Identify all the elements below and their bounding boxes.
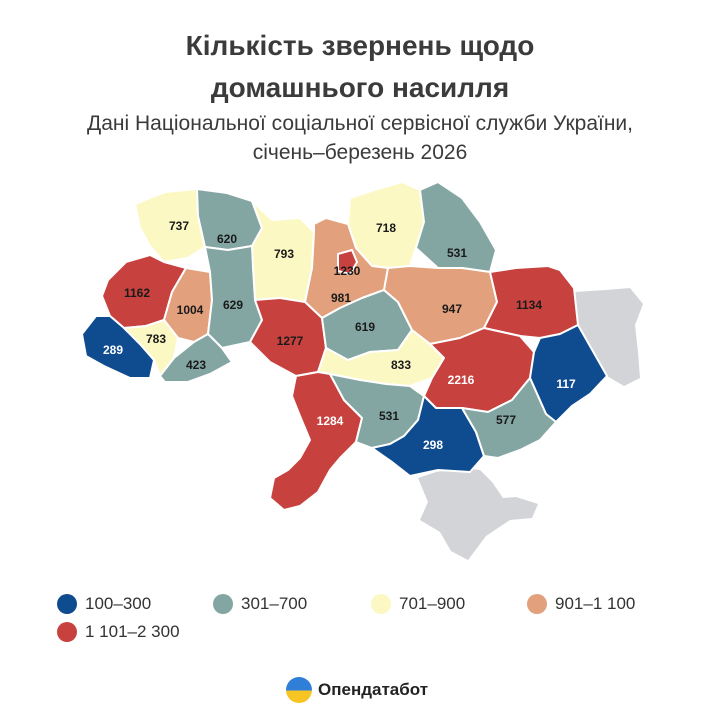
value-label-chernivtsi: 423 — [186, 358, 206, 372]
value-label-volyn: 737 — [169, 219, 189, 233]
value-label-ternopil: 1004 — [177, 303, 204, 317]
legend-swatch — [57, 594, 77, 614]
subtitle-line2: січень–березень 2026 — [252, 141, 468, 164]
subtitle-line1: Дані Національної соціальної сервісної с… — [87, 112, 633, 135]
legend-swatch — [371, 594, 391, 614]
value-label-khmelnytskyi: 629 — [223, 298, 243, 312]
region-chernivtsi — [159, 333, 233, 383]
chart-title-line2: домашнього насилля — [210, 72, 510, 103]
legend-item-2: 301–700 — [213, 592, 307, 616]
legend-label: 301–700 — [241, 594, 308, 613]
region-donetsk — [529, 324, 608, 423]
region-zaporizhzhia — [461, 377, 557, 459]
brand-name: Опендатабот — [318, 680, 429, 699]
legend-swatch — [527, 594, 547, 614]
value-label-chernihiv: 718 — [376, 221, 396, 235]
value-label-lviv: 1162 — [124, 286, 150, 300]
region-volyn — [134, 188, 206, 263]
value-label-kyiv-oblast: 981 — [331, 291, 351, 305]
legend-label: 901–1 100 — [555, 594, 636, 613]
value-label-zaporizhzhia: 577 — [496, 413, 516, 427]
legend-swatch — [57, 622, 77, 642]
chart-title-line1: Кількість звернень щодо — [185, 30, 535, 61]
legend-item-4: 901–1 100 — [527, 592, 635, 616]
value-label-poltava: 947 — [442, 302, 462, 316]
value-label-zakarpattia: 289 — [103, 343, 123, 357]
legend-item-5: 1 101–2 300 — [57, 620, 180, 644]
value-label-ivano-frankivsk: 783 — [146, 332, 166, 346]
legend-label: 701–900 — [399, 594, 466, 613]
occupied-crimea — [418, 468, 538, 560]
region-khmelnytskyi — [204, 245, 263, 349]
legend-swatch — [213, 594, 233, 614]
legend-item-1: 100–300 — [57, 592, 151, 616]
region-kyiv-city — [337, 249, 358, 275]
value-label-sumy: 531 — [447, 246, 467, 260]
legend-label: 1 101–2 300 — [85, 622, 180, 641]
value-label-rivne: 620 — [217, 232, 237, 246]
value-label-vinnytsia: 1277 — [277, 334, 304, 348]
value-label-kherson: 298 — [423, 438, 443, 452]
opendatabot-logo-icon — [286, 677, 312, 703]
value-label-kyiv-city: 1230 — [334, 264, 361, 278]
value-label-cherkasy: 619 — [355, 320, 375, 334]
value-label-kharkiv: 1134 — [516, 298, 542, 312]
value-label-dnipropetrovsk: 2216 — [448, 373, 475, 387]
value-label-kirovohrad: 833 — [391, 358, 411, 372]
occupied-luhansk — [575, 288, 643, 386]
legend-item-3: 701–900 — [371, 592, 465, 616]
brand-logo: Опендатабот — [286, 677, 428, 703]
value-label-mykolaiv: 531 — [379, 409, 399, 423]
legend-label: 100–300 — [85, 594, 152, 613]
value-label-donetsk: 117 — [556, 377, 576, 391]
value-label-zhytomyr: 793 — [274, 247, 294, 261]
value-label-odesa: 1284 — [317, 414, 344, 428]
